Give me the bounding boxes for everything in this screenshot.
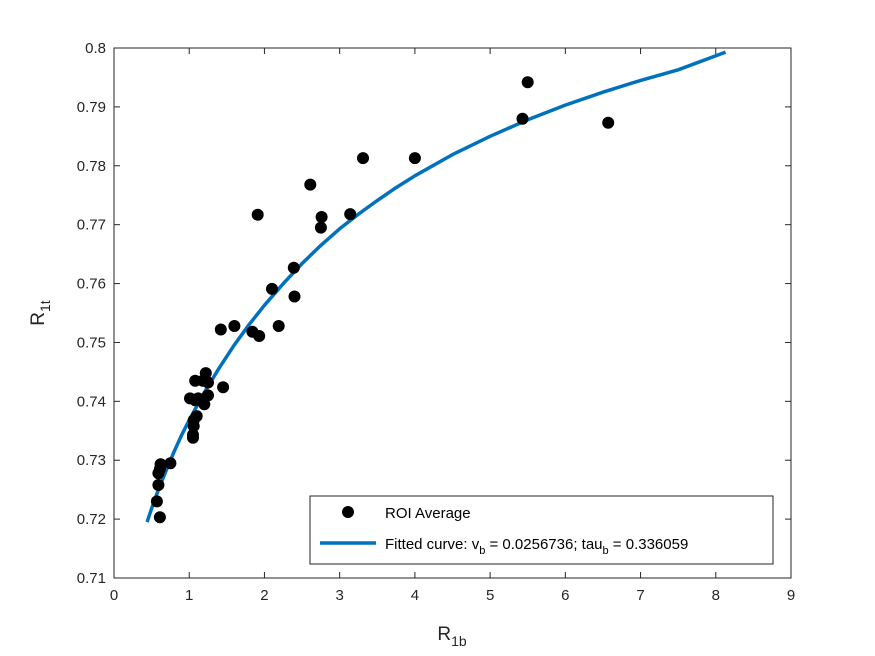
axes-box <box>113 47 792 579</box>
roi-point <box>288 290 301 303</box>
roi-point <box>214 323 227 336</box>
x-tick-label: 5 <box>486 587 494 604</box>
roi-point <box>344 208 357 221</box>
roi-point <box>304 178 317 191</box>
roi-point <box>228 320 241 332</box>
x-tick-label: 3 <box>335 587 343 604</box>
y-tick-label: 0.79 <box>77 99 106 116</box>
roi-points-layer <box>150 76 615 524</box>
roi-point <box>521 76 534 89</box>
y-tick-label: 0.76 <box>77 276 106 293</box>
legend-label-roi: ROI Average <box>385 505 471 522</box>
x-tick-label: 4 <box>411 587 419 604</box>
roi-point <box>516 112 529 125</box>
y-axis-ticks: 0.71 0.72 0.73 0.74 0.75 0.76 0.77 0.78 0.79 0.8 <box>77 40 791 587</box>
roi-point <box>202 376 214 389</box>
y-tick-label: 0.74 <box>77 393 106 410</box>
legend: ROI Average Fitted curve: vb = 0.0256736… <box>309 495 774 565</box>
y-tick-label: 0.77 <box>77 217 106 234</box>
roi-point <box>315 211 328 223</box>
fitted-curve-layer <box>145 50 727 523</box>
x-axis-title-sub: 1b <box>451 633 467 649</box>
y-tick-label: 0.73 <box>77 452 106 469</box>
roi-point <box>152 479 165 491</box>
roi-point <box>153 511 166 524</box>
x-tick-label: 7 <box>636 587 644 604</box>
y-tick-label: 0.72 <box>77 511 106 528</box>
roi-point <box>272 320 285 332</box>
roi-point <box>602 116 615 129</box>
x-axis-title: R1b <box>437 624 467 649</box>
roi-point <box>251 208 264 221</box>
x-tick-label: 0 <box>110 587 118 604</box>
y-tick-label: 0.78 <box>77 158 106 175</box>
roi-point <box>190 410 203 423</box>
roi-point <box>357 152 369 165</box>
y-tick-label: 0.75 <box>77 334 106 351</box>
legend-marker-roi <box>342 506 354 518</box>
roi-point <box>187 428 199 441</box>
legend-fit-part-2: = 0.0256736; tau <box>485 536 602 553</box>
roi-point <box>266 282 278 295</box>
roi-point <box>287 261 300 274</box>
roi-point <box>253 330 266 342</box>
x-axis-title-main: R <box>437 624 451 645</box>
legend-label-fit: Fitted curve: vb = 0.0256736; taub = 0.3… <box>385 536 688 557</box>
y-tick-label: 0.71 <box>77 570 106 587</box>
legend-fit-sub-2: b <box>603 545 609 557</box>
roi-point <box>314 221 327 234</box>
roi-point <box>217 381 230 394</box>
roi-point <box>408 152 421 165</box>
y-axis-title-sub: 1t <box>37 300 53 312</box>
x-tick-label: 9 <box>787 587 795 604</box>
y-tick-label: 0.8 <box>85 40 106 57</box>
x-tick-label: 6 <box>561 587 569 604</box>
x-tick-label: 2 <box>260 587 268 604</box>
x-axis-ticks: 0 1 2 3 4 5 6 7 8 9 <box>110 48 795 604</box>
y-axis-title-main: R <box>28 312 49 326</box>
roi-point <box>202 389 214 402</box>
roi-point <box>164 457 177 470</box>
legend-fit-part-3: = 0.336059 <box>609 536 689 553</box>
legend-fit-part-1: Fitted curve: v <box>385 536 480 553</box>
legend-fit-sub-1: b <box>479 545 485 557</box>
legend-box <box>309 495 774 565</box>
x-tick-label: 8 <box>712 587 720 604</box>
roi-point <box>199 367 212 380</box>
y-axis-title: R1t <box>28 300 53 326</box>
x-tick-label: 1 <box>185 587 193 604</box>
roi-point <box>154 458 167 471</box>
fitted-curve-line <box>145 50 727 523</box>
roi-point <box>150 495 163 508</box>
